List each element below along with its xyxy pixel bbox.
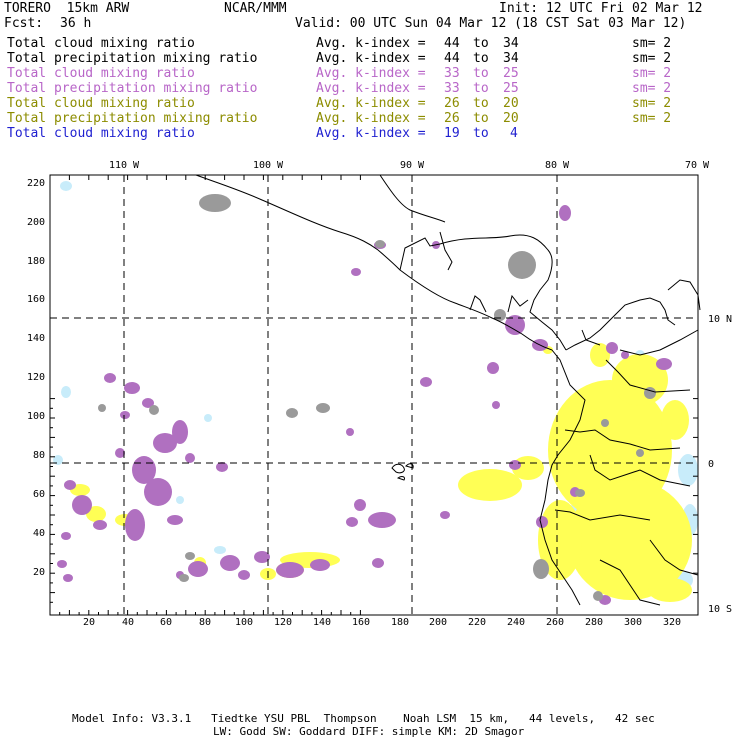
legend-kindex-to-word: to (473, 66, 489, 81)
legend-kindex: Avg. k-index = (316, 126, 426, 141)
y-tick-label: 160 (27, 294, 45, 305)
legend-label: Total cloud mixing ratio (7, 66, 195, 81)
y-tick-label: 20 (33, 567, 45, 578)
legend-kindex-to-word: to (473, 96, 489, 111)
legend-kindex: Avg. k-index = (316, 111, 426, 126)
legend-kindex-to-word: to (473, 51, 489, 66)
forecast-hours: 36 h (60, 16, 92, 31)
legend-kindex-from: 33 (444, 66, 460, 81)
lon-label: 80 W (545, 160, 570, 171)
legend-kindex: Avg. k-index = (316, 66, 426, 81)
x-tick-label: 60 (160, 617, 172, 628)
legend-kindex-to-word: to (473, 111, 489, 126)
legend-kindex-to: 20 (503, 111, 519, 126)
x-tick-label: 100 (235, 617, 253, 628)
legend-kindex: Avg. k-index = (316, 51, 426, 66)
legend-smoothing: sm= 2 (632, 96, 672, 111)
legend-kindex: Avg. k-index = (316, 81, 426, 96)
y-tick-label: 180 (27, 256, 45, 267)
cloud-fields (53, 181, 698, 605)
legend-kindex-from: 26 (444, 111, 460, 126)
legend-kindex-to: 34 (503, 36, 519, 51)
x-tick-label: 240 (507, 617, 525, 628)
lon-label: 90 W (400, 160, 425, 171)
x-tick-label: 320 (663, 617, 681, 628)
y-tick-label: 120 (27, 372, 45, 383)
y-tick-label: 200 (27, 217, 45, 228)
legend-kindex-to: 25 (503, 81, 519, 96)
y-tick-label: 40 (33, 528, 45, 539)
legend-label: Total precipitation mixing ratio (7, 81, 258, 96)
coastlines (195, 174, 701, 606)
lon-label: 100 W (253, 160, 284, 171)
lat-label: 10 N (708, 314, 732, 325)
x-tick-label: 220 (468, 617, 486, 628)
x-tick-label: 300 (624, 617, 642, 628)
x-tick-label: 260 (546, 617, 564, 628)
x-tick-label: 120 (274, 617, 292, 628)
axis-ticks (50, 175, 698, 615)
init-time: Init: 12 UTC Fri 02 Mar 12 (499, 1, 703, 16)
legend-kindex-to-word: to (473, 36, 489, 51)
legend-kindex-from: 19 (444, 126, 460, 141)
forecast-label: Fcst: (4, 16, 44, 31)
x-tick-label: 40 (122, 617, 134, 628)
legend-kindex-to-word: to (473, 126, 489, 141)
legend-label: Total cloud mixing ratio (7, 96, 195, 111)
x-tick-label: 160 (352, 617, 370, 628)
y-tick-label: 80 (33, 450, 45, 461)
x-tick-label: 200 (429, 617, 447, 628)
legend-kindex: Avg. k-index = (316, 36, 426, 51)
model-info: Model Info: V3.3.1 Tiedtke YSU PBL Thomp… (72, 712, 655, 725)
legend-label: Total precipitation mixing ratio (7, 51, 258, 66)
lat-lon-grid (50, 175, 698, 615)
legend-label: Total precipitation mixing ratio (7, 111, 258, 126)
x-tick-label: 80 (199, 617, 211, 628)
legend-smoothing: sm= 2 (632, 51, 672, 66)
lat-label: 10 S (708, 604, 732, 615)
cloud-purple (57, 205, 672, 605)
x-tick-label: 20 (83, 617, 95, 628)
x-tick-label: 140 (313, 617, 331, 628)
legend-kindex-from: 44 (444, 36, 460, 51)
legend-smoothing: sm= 2 (632, 66, 672, 81)
x-tick-label: 180 (391, 617, 409, 628)
legend-kindex-from: 44 (444, 51, 460, 66)
model-name: TORERO 15km ARW (4, 1, 130, 16)
legend-smoothing: sm= 2 (632, 111, 672, 126)
y-tick-label: 220 (27, 178, 45, 189)
legend-label: Total cloud mixing ratio (7, 36, 195, 51)
legend-kindex-to: 34 (503, 51, 519, 66)
legend-smoothing: sm= 2 (632, 36, 672, 51)
y-tick-label: 60 (33, 489, 45, 500)
organization: NCAR/MMM (224, 1, 287, 16)
legend-kindex-from: 33 (444, 81, 460, 96)
legend-kindex-to: 4 (510, 126, 518, 141)
legend-kindex-to: 20 (503, 96, 519, 111)
physics-info: LW: Godd SW: Goddard DIFF: simple KM: 2D… (213, 725, 525, 738)
map-frame (49, 174, 699, 616)
legend-kindex-to: 25 (503, 66, 519, 81)
y-tick-label: 140 (27, 333, 45, 344)
legend-kindex: Avg. k-index = (316, 96, 426, 111)
legend-kindex-to-word: to (473, 81, 489, 96)
valid-time: Valid: 00 UTC Sun 04 Mar 12 (18 CST Sat … (295, 16, 687, 31)
legend-smoothing: sm= 2 (632, 81, 672, 96)
lon-label: 70 W (685, 160, 710, 171)
legend-kindex-from: 26 (444, 96, 460, 111)
lon-label: 110 W (109, 160, 140, 171)
legend-label: Total cloud mixing ratio (7, 126, 195, 141)
x-tick-label: 280 (585, 617, 603, 628)
y-tick-label: 100 (27, 411, 45, 422)
lat-label: 0 (708, 459, 714, 470)
